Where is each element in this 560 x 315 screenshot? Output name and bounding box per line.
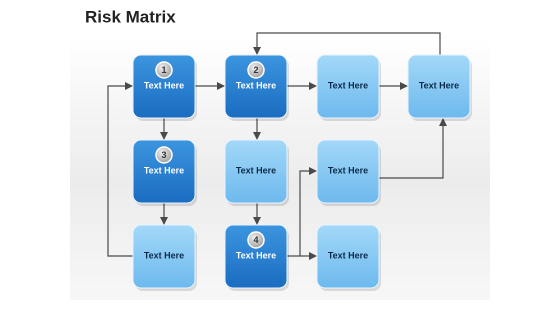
connectors bbox=[107, 32, 447, 260]
arrow bbox=[253, 32, 441, 55]
badge-number: 1 bbox=[161, 65, 166, 75]
badge bbox=[247, 231, 265, 249]
node-label: Text Here bbox=[328, 80, 368, 90]
node-box bbox=[224, 224, 288, 289]
node-box bbox=[132, 224, 196, 289]
node-box bbox=[316, 139, 380, 204]
node-box bbox=[316, 224, 380, 289]
node-label: Text Here bbox=[419, 80, 459, 90]
node-label: Text Here bbox=[144, 165, 184, 175]
title: Risk Matrix bbox=[85, 7, 176, 26]
arrow bbox=[287, 167, 317, 257]
node: Text Here bbox=[316, 224, 381, 291]
node-box bbox=[132, 139, 196, 204]
node-label: Text Here bbox=[144, 80, 184, 90]
badge-number: 4 bbox=[253, 235, 258, 245]
badge bbox=[155, 146, 173, 164]
node-label: Text Here bbox=[328, 250, 368, 260]
arrow bbox=[379, 118, 447, 179]
badge-number: 2 bbox=[253, 65, 258, 75]
node: 4 Text Here bbox=[224, 224, 289, 291]
node: Text Here bbox=[407, 54, 472, 121]
badge bbox=[247, 61, 265, 79]
badge bbox=[155, 61, 173, 79]
node-label: Text Here bbox=[328, 165, 368, 175]
node: 1 Text Here bbox=[132, 54, 197, 121]
node: Text Here bbox=[132, 224, 197, 291]
node-box bbox=[407, 54, 471, 119]
node: 2 Text Here bbox=[224, 54, 289, 121]
node: Text Here bbox=[224, 139, 289, 206]
node: 3 Text Here bbox=[132, 139, 197, 206]
node-box bbox=[132, 54, 196, 119]
node-box bbox=[316, 54, 380, 119]
node: Text Here bbox=[316, 139, 381, 206]
node-label: Text Here bbox=[144, 250, 184, 260]
node: Text Here bbox=[316, 54, 381, 121]
node-box bbox=[224, 139, 288, 204]
node-box bbox=[224, 54, 288, 119]
node-label: Text Here bbox=[236, 165, 276, 175]
node-label: Text Here bbox=[236, 250, 276, 260]
arrow bbox=[107, 82, 133, 257]
nodes: 1 Text Here 2 Text Here Text Here Text Here 3 T… bbox=[132, 54, 472, 291]
badge-number: 3 bbox=[161, 150, 166, 160]
node-label: Text Here bbox=[236, 80, 276, 90]
